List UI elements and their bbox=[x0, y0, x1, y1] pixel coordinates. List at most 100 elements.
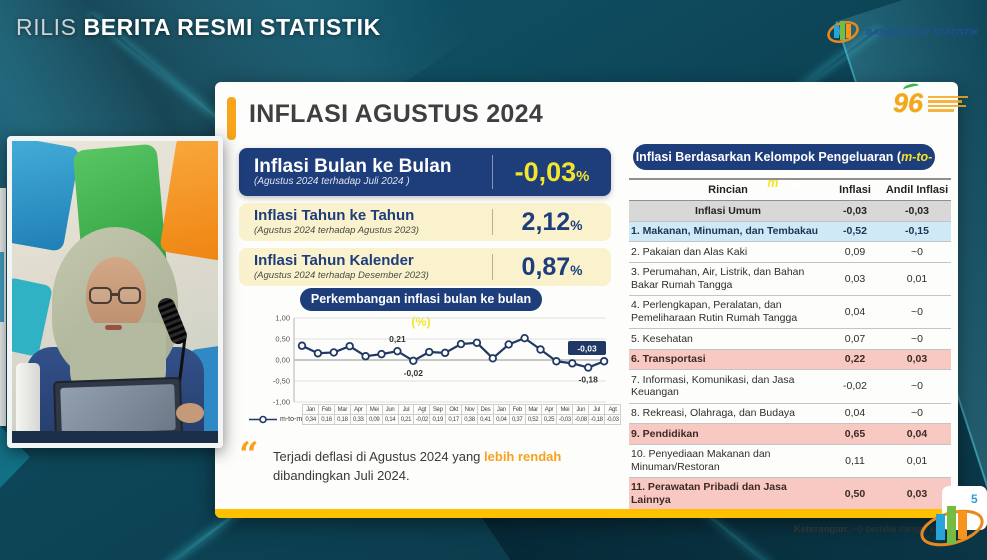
svg-text:-0,18: -0,18 bbox=[579, 375, 599, 385]
backdrop-tile-blue bbox=[12, 141, 81, 252]
bps-logo-icon bbox=[827, 21, 859, 43]
svg-text:-0,50: -0,50 bbox=[273, 377, 290, 386]
divider bbox=[492, 253, 493, 281]
presenter-hand bbox=[176, 403, 204, 423]
value-label: -0,02 bbox=[413, 414, 431, 425]
table-row: 4. Perlengkapan, Peralatan, dan Pemeliha… bbox=[629, 295, 951, 330]
anniversary-96: 96 bbox=[893, 88, 924, 118]
row-name: 1. Makanan, Minuman, dan Tembakau bbox=[629, 221, 827, 243]
bps-corner-logo-icon bbox=[920, 506, 984, 547]
value: 2,12 bbox=[521, 207, 571, 236]
row-andil: 0,04 bbox=[883, 423, 951, 445]
glasses-bridge bbox=[111, 293, 119, 296]
presentation-slide: INFLASI AGUSTUS 2024 96 Inflasi Bulan ke… bbox=[215, 82, 969, 535]
month-label: Jun bbox=[572, 404, 590, 415]
col-inflasi: Inflasi bbox=[827, 178, 883, 201]
value-label: 0,34 bbox=[302, 414, 320, 425]
svg-text:0,50: 0,50 bbox=[275, 335, 290, 344]
table-row: 7. Informasi, Komunikasi, dan Jasa Keuan… bbox=[629, 369, 951, 404]
table-row: 1. Makanan, Minuman, dan Tembakau -0,52 -0… bbox=[629, 221, 951, 243]
svg-text:0,21: 0,21 bbox=[389, 334, 406, 344]
legend-spacer bbox=[248, 405, 303, 415]
row-name: 8. Rekreasi, Olahraga, dan Budaya bbox=[629, 403, 827, 425]
table-row: 9. Pendidikan 0,65 0,04 bbox=[629, 423, 951, 445]
svg-text:1,00: 1,00 bbox=[275, 314, 290, 323]
value-label: 0,19 bbox=[429, 414, 447, 425]
inflation-mtm-value: -0,03% bbox=[493, 157, 611, 188]
quote-icon: “ bbox=[239, 435, 259, 475]
row-andil: ~0 bbox=[883, 241, 951, 263]
row-andil: -0,03 bbox=[883, 200, 951, 222]
row-inflasi: 0,03 bbox=[827, 262, 883, 296]
slide-title: INFLASI AGUSTUS 2024 bbox=[249, 100, 544, 128]
quote-prefix: Terjadi deflasi di Agustus 2024 yang bbox=[273, 449, 485, 464]
inflation-yoy-label: Inflasi Tahun ke Tahun bbox=[254, 207, 415, 225]
table-row: 5. Kesehatan 0,07 ~0 bbox=[629, 328, 951, 350]
glasses-left-lens bbox=[89, 287, 112, 304]
table-note-text: ~0 bernilai sangat kecil bbox=[849, 524, 949, 536]
row-name: 11. Perawatan Pribadi dan Jasa Lainnya bbox=[629, 477, 827, 513]
col-andil: Andil Inflasi bbox=[883, 178, 951, 201]
row-name: 2. Pakaian dan Alas Kaki bbox=[629, 241, 827, 263]
inflation-yoy-text: Inflasi Tahun ke Tahun (Agustus 2024 ter… bbox=[239, 208, 492, 236]
table-note-label: Keterangan: bbox=[794, 524, 850, 536]
value-label: 0,18 bbox=[333, 414, 351, 425]
expenditure-table: Rincian Inflasi Andil Inflasi Inflasi Um… bbox=[629, 178, 951, 535]
month-label: Apr bbox=[349, 404, 367, 415]
row-andil: ~0 bbox=[883, 403, 951, 425]
row-name: 4. Perlengkapan, Peralatan, dan Pemeliha… bbox=[629, 295, 827, 330]
table-header-row: Rincian Inflasi Andil Inflasi bbox=[629, 178, 951, 201]
row-andil: ~0 bbox=[883, 369, 951, 404]
bps-96th-anniversary-logo: 96 bbox=[893, 82, 969, 118]
background-sliver bbox=[0, 252, 4, 322]
unit: % bbox=[570, 262, 583, 278]
row-andil: 0,03 bbox=[883, 477, 951, 513]
row-inflasi: 0,22 bbox=[827, 349, 883, 371]
month-label: Sep bbox=[429, 404, 447, 415]
row-andil: ~0 bbox=[883, 295, 951, 330]
row-inflasi: 0,04 bbox=[827, 403, 883, 425]
value-label: 0,04 bbox=[492, 414, 510, 425]
month-label: Mei bbox=[556, 404, 574, 415]
title-accent-bar bbox=[227, 97, 236, 140]
row-name: Inflasi Umum bbox=[629, 200, 827, 222]
row-name: 3. Perumahan, Air, Listrik, dan Bahan Ba… bbox=[629, 262, 827, 296]
value-label: 0,17 bbox=[445, 414, 463, 425]
slide-bottom-bar bbox=[215, 509, 958, 518]
value-label: 0,16 bbox=[318, 414, 335, 425]
table-title-pill: Inflasi Berdasarkan Kelompok Pengeluaran… bbox=[633, 144, 935, 190]
table-row: 11. Perawatan Pribadi dan Jasa Lainnya 0,… bbox=[629, 477, 951, 513]
page-number: 5 bbox=[971, 492, 978, 506]
row-inflasi: 0,65 bbox=[827, 423, 883, 445]
month-label: Agt bbox=[604, 404, 621, 415]
col-rincian: Rincian bbox=[629, 178, 827, 201]
tablet-screen bbox=[60, 384, 176, 434]
row-inflasi: -0,02 bbox=[827, 369, 883, 404]
quote-text: Terjadi deflasi di Agustus 2024 yang leb… bbox=[273, 448, 615, 486]
table-row: Inflasi Umum -0,03 -0,03 bbox=[629, 200, 951, 222]
month-label: Mar bbox=[524, 404, 542, 415]
month-label: Jul bbox=[588, 404, 606, 415]
month-label: Mei bbox=[365, 404, 383, 415]
month-label: Jan bbox=[492, 404, 510, 415]
value: 0,87 bbox=[521, 252, 571, 281]
row-name: 6. Transportasi bbox=[629, 349, 827, 371]
table-title-prefix: Inflasi Berdasarkan Kelompok Pengeluaran… bbox=[635, 150, 902, 164]
table-row: 10. Penyediaan Makanan dan Minuman/Resto… bbox=[629, 444, 951, 478]
row-inflasi: 0,04 bbox=[827, 295, 883, 330]
row-andil: 0,03 bbox=[883, 349, 951, 371]
row-name: 10. Penyediaan Makanan dan Minuman/Resto… bbox=[629, 444, 827, 478]
value-label: -0,08 bbox=[572, 414, 590, 425]
row-inflasi: -0,52 bbox=[827, 221, 883, 243]
inflation-mtm-text: Inflasi Bulan ke Bulan (Agustus 2024 ter… bbox=[239, 156, 492, 188]
broadcast-title: RILIS BERITA RESMI STATISTIK bbox=[16, 14, 381, 41]
svg-text:-0,03: -0,03 bbox=[577, 344, 597, 354]
tumbler bbox=[16, 363, 40, 443]
inflation-mtm-sublabel: (Agustus 2024 terhadap Juli 2024 ) bbox=[254, 176, 410, 188]
quote-highlight: lebih rendah bbox=[484, 449, 562, 464]
inflation-mtm-box: Inflasi Bulan ke Bulan (Agustus 2024 ter… bbox=[239, 148, 611, 196]
table-row: 2. Pakaian dan Alas Kaki 0,09 ~0 bbox=[629, 241, 951, 263]
value-label: 0,38 bbox=[461, 414, 478, 425]
inflation-ytd-value: 0,87% bbox=[493, 253, 611, 282]
legend-marker-icon bbox=[249, 415, 277, 424]
